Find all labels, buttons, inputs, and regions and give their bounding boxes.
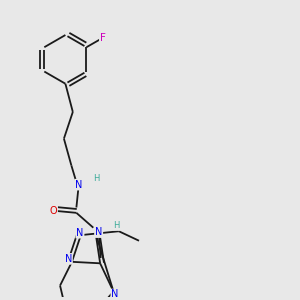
Text: N: N	[95, 227, 102, 237]
Text: O: O	[50, 206, 57, 216]
Text: H: H	[93, 174, 99, 183]
Text: F: F	[100, 33, 106, 43]
Text: H: H	[113, 221, 120, 230]
Text: N: N	[65, 254, 72, 264]
Text: N: N	[111, 290, 119, 299]
Text: N: N	[76, 228, 84, 238]
Text: N: N	[75, 180, 82, 190]
